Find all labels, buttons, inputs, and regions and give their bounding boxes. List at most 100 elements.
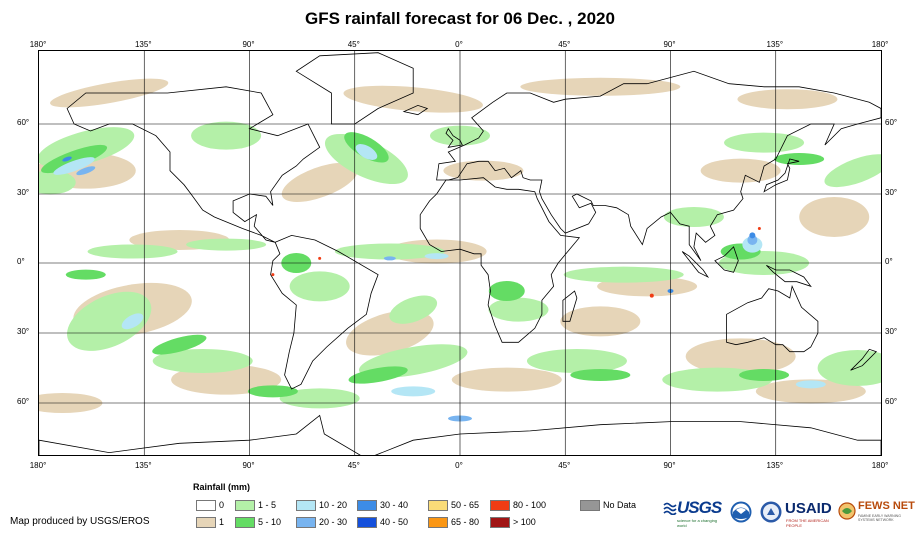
rain-area [649,293,654,298]
rain-area [318,256,322,260]
landmass-madagascar [562,290,578,322]
rain-area [817,350,881,386]
rain-area [191,121,262,150]
lat-tick-right: 60° [885,397,898,406]
legend-item: 30 - 40 [357,500,408,512]
rain-area [271,273,275,277]
legend-label: 40 - 50 [380,517,409,527]
lon-tick-bottom: 180° [871,461,889,470]
credit-text: Map produced by USGS/EROS [10,516,150,527]
graticule [39,51,881,455]
rain-area [67,291,152,351]
legend-swatch [580,500,600,512]
legend-item: 10 - 20 [296,500,347,512]
rain-area [799,197,870,237]
legend-swatch [296,500,316,512]
legend-swatch [490,517,510,529]
lon-tick-bottom: 45° [558,461,571,470]
rain-area [121,313,144,330]
landmass-sumatra [681,251,710,279]
legend-label: > 100 [513,517,536,527]
lat-tick-left: 30° [17,327,30,336]
rain-area [526,349,627,373]
landmass-japan [763,158,800,193]
rainfall-map[interactable] [38,50,882,456]
legend-item: > 100 [490,517,536,529]
lat-tick-left: 60° [17,118,30,127]
legend-item: 80 - 100 [490,500,546,512]
legend-swatch [196,500,216,512]
legend-label: 80 - 100 [513,500,547,510]
seal-icon [760,501,782,523]
rain-area [152,349,253,373]
legend-item: 65 - 80 [428,517,479,529]
lon-tick-bottom: 135° [766,461,784,470]
usgs-tag: science for a changing world [677,518,718,528]
rain-area [324,133,408,185]
rain-area [186,238,267,251]
rainfall-fields [39,77,881,422]
lon-tick-top: 180° [871,40,889,49]
lon-tick-top: 135° [766,40,784,49]
rain-area [355,144,378,160]
rain-area [700,158,781,183]
noaa-emblem-icon [730,501,752,523]
lon-tick-bottom: 180° [29,461,47,470]
noaa-logo [730,501,752,523]
rain-area [774,153,825,165]
landmass-australia [726,284,819,353]
legend-label: 1 - 5 [258,500,277,510]
landmass-new-guinea [766,264,812,288]
legend-label: 0 [219,500,225,510]
rain-area [62,156,72,162]
legend-label: 5 - 10 [258,517,282,527]
legend-label: No Data [603,500,637,510]
rain-area [739,369,790,381]
usaid-tag: FROM THE AMERICAN PEOPLE [786,518,829,528]
rain-area [65,269,106,280]
landmass-iceland [402,104,429,116]
rain-area [749,232,756,239]
rain-area [348,366,408,384]
rain-area [488,281,525,301]
lon-tick-bottom: 135° [134,461,152,470]
usgs-logo: USGS science for a changing world [663,498,725,528]
rain-area [334,243,445,260]
rain-area [737,89,838,110]
rain-area [563,266,684,283]
lat-tick-left: 0° [17,257,25,266]
lon-tick-bottom: 90° [242,461,255,470]
map-title: GFS rainfall forecast for 06 Dec. , 2020 [305,9,615,28]
rain-area [488,297,549,322]
rain-area [520,77,681,96]
legend-label: 30 - 40 [380,500,409,510]
landmass-south-america [270,234,379,390]
landmass-uk [445,127,463,148]
landmass-africa [419,177,581,343]
rain-area [53,157,95,175]
lon-tick-top: 0° [455,40,463,49]
rain-area [570,369,631,381]
legend-swatch [196,517,216,529]
rain-area [281,162,358,202]
rain-area [41,144,108,174]
lon-tick-top: 135° [134,40,152,49]
legend-swatch [490,500,510,512]
legend-label: 65 - 80 [451,517,480,527]
rain-area [289,271,350,302]
rain-area [824,154,881,188]
fewsnet-logo: FEWS NET FAMINE EARLY WARNING SYSTEMS NE… [838,498,916,526]
legend-label: 50 - 65 [451,500,480,510]
lat-tick-left: 60° [17,397,30,406]
legend-label: 1 [219,517,225,527]
legend-swatch [357,500,377,512]
rain-area [424,253,449,260]
rain-area [795,380,826,389]
lon-tick-bottom: 0° [455,461,463,470]
rain-area [87,244,178,259]
map-canvas [39,51,881,455]
rain-area [685,338,796,375]
legend-item: 20 - 30 [296,517,347,529]
legend-swatch [235,517,255,529]
legend-item: 40 - 50 [357,517,408,529]
